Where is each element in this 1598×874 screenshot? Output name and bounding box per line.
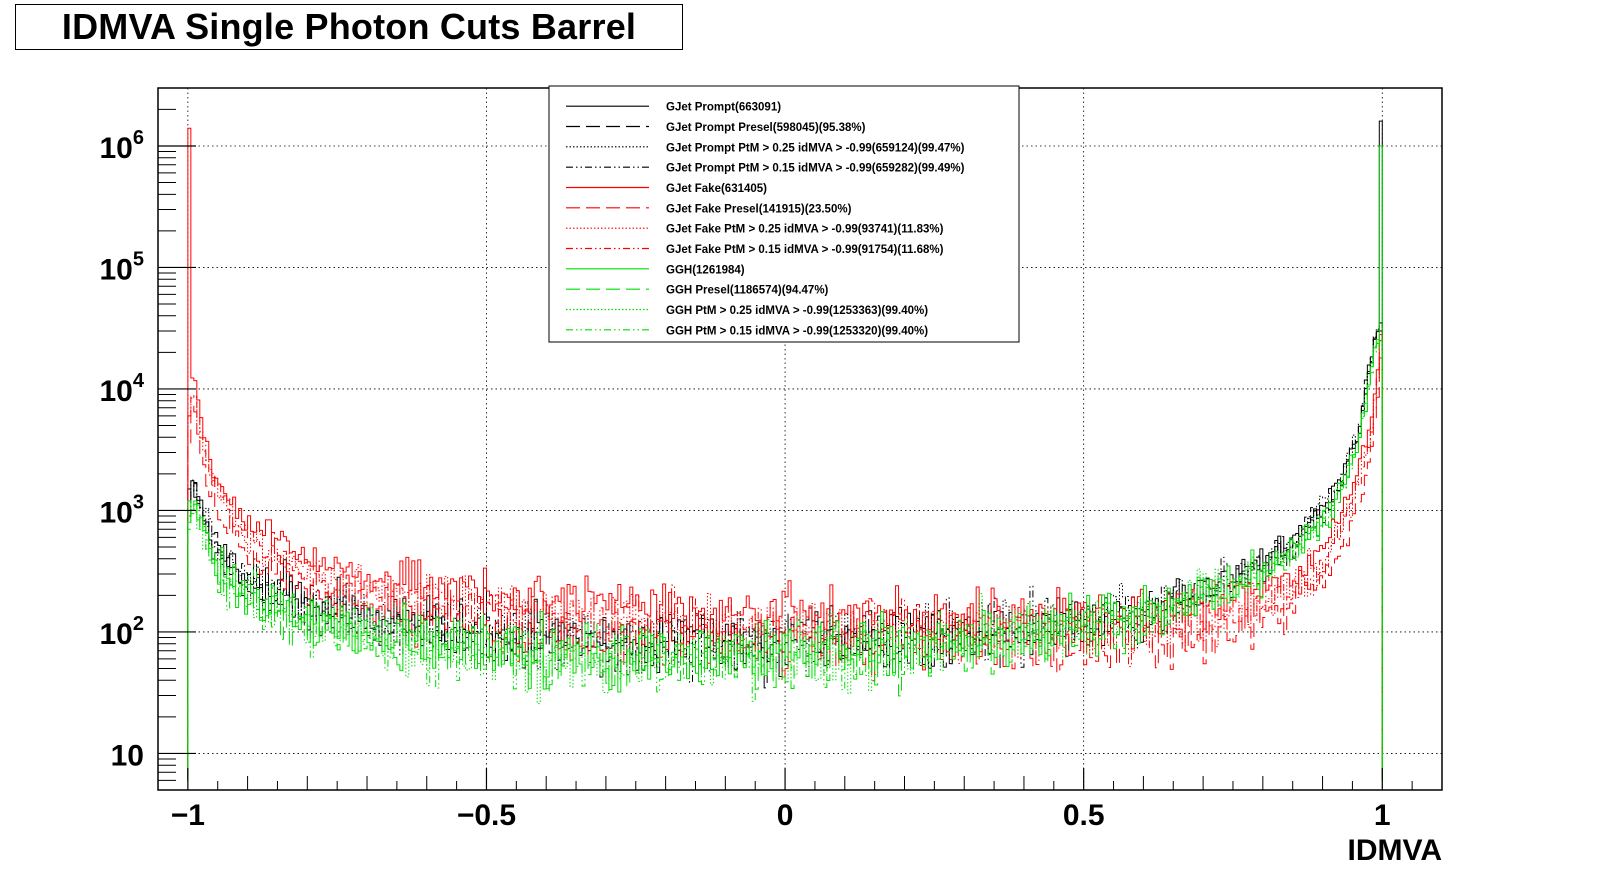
legend-entry-label: GJet Prompt PtM > 0.25 idMVA > -0.99(659… <box>666 142 965 154</box>
tick-layer <box>157 87 1443 791</box>
legend-entry-label: GJet Prompt(663091) <box>666 102 781 114</box>
x-tick-label: −0.5 <box>457 799 516 832</box>
legend-entry-label: GGH PtM > 0.15 idMVA > -0.99(1253320)(99… <box>666 325 928 337</box>
x-tick-label: 0.5 <box>1063 799 1105 832</box>
series-histogram <box>187 145 1383 781</box>
y-tick-label: 10 <box>111 739 144 772</box>
x-axis-label: IDMVA <box>1348 834 1442 867</box>
series-histogram <box>187 340 1383 781</box>
chart-title-box: IDMVA Single Photon Cuts Barrel <box>15 4 683 50</box>
legend-entry-label: GJet Fake Presel(141915)(23.50%) <box>666 203 852 215</box>
legend-entry-label: GGH(1261984) <box>666 264 745 276</box>
series-histogram <box>187 330 1383 781</box>
y-tick-label: 103 <box>100 491 145 529</box>
series-histogram <box>187 322 1383 781</box>
series-histogram <box>187 340 1383 781</box>
x-tick-label: 0 <box>777 799 794 832</box>
legend: GJet Prompt(663091) GJet Prompt Presel(59… <box>548 85 1020 343</box>
y-tick-label: 106 <box>100 127 145 165</box>
series-histogram <box>187 340 1383 781</box>
y-tick-label: 104 <box>100 370 145 408</box>
y-tick-label: 105 <box>100 248 145 286</box>
legend-entry-label: GGH PtM > 0.25 idMVA > -0.99(1253363)(99… <box>666 305 928 317</box>
legend-entry-label: GJet Prompt Presel(598045)(95.38%) <box>666 122 866 134</box>
series-layer <box>187 120 1383 781</box>
chart-title: IDMVA Single Photon Cuts Barrel <box>61 6 637 47</box>
y-tick-label: 102 <box>100 613 145 651</box>
legend-entry-label: GJet Fake PtM > 0.25 idMVA > -0.99(93741… <box>666 224 944 236</box>
legend-entry-label: GGH Presel(1186574)(94.47%) <box>666 285 829 297</box>
legend-entry-label: GJet Prompt PtM > 0.15 idMVA > -0.99(659… <box>666 163 965 175</box>
legend-entry-label: GJet Fake PtM > 0.15 idMVA > -0.99(91754… <box>666 244 944 256</box>
x-tick-label: 1 <box>1374 799 1391 832</box>
label-layer: −1 −0.5 0 0.5 1 10 102 103 104 105 106 <box>100 127 1391 832</box>
x-tick-label: −1 <box>171 799 205 832</box>
legend-entry-label: GJet Fake(631405) <box>666 183 767 195</box>
series-histogram <box>187 343 1383 781</box>
series-histogram <box>187 357 1383 781</box>
legend-box <box>548 85 1020 343</box>
series-histogram <box>187 322 1383 781</box>
